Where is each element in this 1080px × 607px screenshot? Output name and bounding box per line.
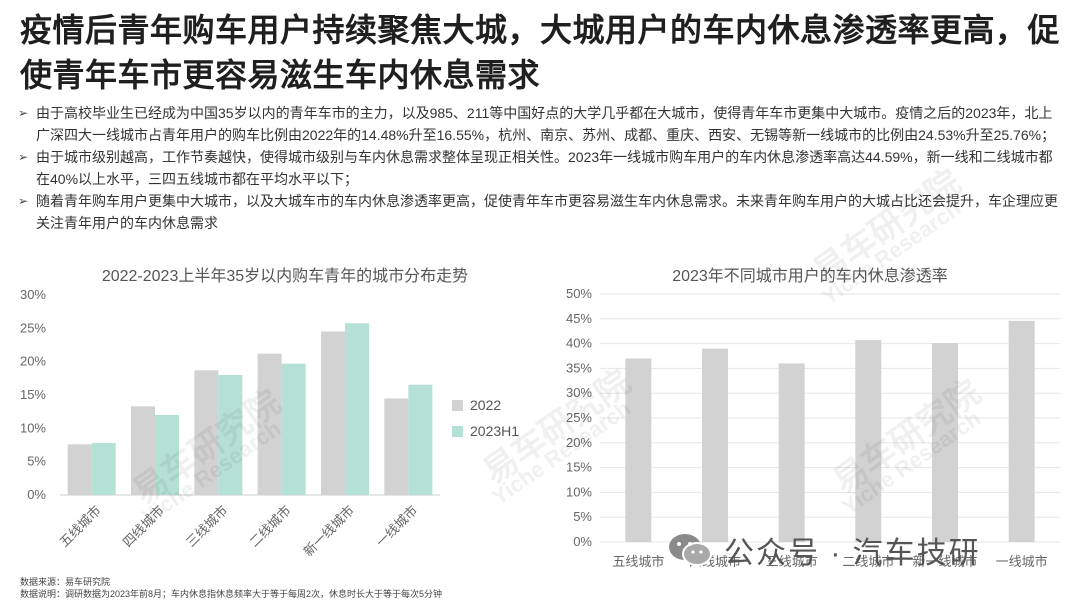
bar-2023h1 (218, 375, 243, 495)
y-tick-label: 15% (20, 387, 46, 402)
wechat-account-badge: 公众号 · 汽车技研 (668, 528, 981, 572)
bar-penetration (855, 340, 882, 542)
y-tick-label: 0% (573, 534, 592, 549)
y-tick-label: 30% (566, 385, 592, 400)
legend-swatch (452, 426, 463, 437)
legend-label: 2022 (470, 397, 501, 413)
y-tick-label: 25% (20, 320, 46, 335)
bullet-text: 由于高校毕业生已经成为中国35岁以内的青年车市的主力，以及985、211等中国好… (36, 105, 1056, 143)
wechat-icon (668, 532, 712, 568)
wechat-account-name: 公众号 · 汽车技研 (724, 537, 981, 570)
bar-penetration (702, 348, 728, 542)
bar-2023h1 (91, 443, 116, 495)
data-source: 数据来源：易车研究院 (20, 577, 111, 587)
arrow-bullet-icon: ➢ (18, 150, 29, 164)
y-tick-label: 5% (573, 509, 592, 524)
bullet-item: ➢ 由于城市级别越高，工作节奏越快，使得城市级别与车内休息需求整体呈现正相关性。… (18, 146, 1063, 190)
bar-penetration (625, 358, 652, 542)
x-tick-label: 一线城市 (373, 503, 420, 550)
y-tick-label: 50% (566, 286, 592, 301)
x-tick-label: 一线城市 (996, 554, 1048, 569)
y-tick-label: 20% (20, 354, 46, 369)
page-title: 疫情后青年购车用户持续聚焦大城，大城用户的车内休息渗透率更高，促使青年车市更容易… (20, 12, 1061, 93)
x-tick-label: 五线城市 (56, 503, 103, 550)
bar-penetration (1008, 320, 1035, 542)
y-tick-label: 45% (566, 311, 592, 326)
bullet-text: 由于城市级别越高，工作节奏越快，使得城市级别与车内休息需求整体呈现正相关性。20… (36, 149, 1053, 187)
y-tick-label: 5% (27, 454, 46, 469)
y-tick-label: 15% (566, 460, 592, 475)
y-tick-label: 25% (566, 410, 592, 425)
x-tick-label: 新一线城市 (301, 503, 358, 560)
bullet-text: 随着青年购车用户更集中大城市，以及大城车市的车内休息渗透率更高，促使青年车市更容… (36, 193, 1058, 231)
bullet-item: ➢ 由于高校毕业生已经成为中国35岁以内的青年车市的主力，以及985、211等中… (18, 102, 1063, 146)
left-chart-title: 2022-2023上半年35岁以内购车青年的城市分布走势 (101, 268, 469, 285)
right-chart-title: 2023年不同城市用户的车内休息渗透率 (672, 268, 948, 285)
y-tick-label: 10% (20, 420, 46, 435)
bar-2022 (67, 444, 92, 495)
y-tick-label: 20% (566, 435, 592, 450)
x-tick-label: 三线城市 (766, 554, 818, 569)
x-tick-label: 五线城市 (612, 554, 664, 569)
bar-2023h1 (281, 363, 306, 495)
bar-penetration (932, 343, 958, 542)
y-tick-label: 10% (566, 484, 592, 499)
bar-2022 (194, 370, 219, 495)
footer-notes: 数据来源：易车研究院 数据说明：调研数据为2023年前8月；车内休息指休息频率大… (20, 576, 442, 600)
bar-2022 (384, 398, 409, 495)
bullet-item: ➢ 随着青年购车用户更集中大城市，以及大城车市的车内休息渗透率更高，促使青年车市… (18, 190, 1063, 234)
y-tick-label: 35% (566, 360, 592, 375)
x-tick-label: 二线城市 (246, 503, 293, 550)
legend-swatch (452, 400, 463, 411)
x-tick-label: 新一线城市 (912, 554, 977, 569)
y-tick-label: 30% (20, 287, 46, 302)
bar-2023h1 (155, 415, 179, 495)
bar-2022 (257, 353, 282, 495)
data-note: 数据说明：调研数据为2023年前8月；车内休息指休息频率大于等于每周2次，休息时… (20, 589, 443, 599)
bar-2022 (321, 331, 345, 495)
x-tick-label: 二线城市 (842, 554, 894, 569)
y-tick-label: 40% (566, 336, 592, 351)
bullet-list: ➢ 由于高校毕业生已经成为中国35岁以内的青年车市的主力，以及985、211等中… (18, 102, 1063, 234)
bar-2022 (131, 406, 155, 495)
bar-2023h1 (408, 384, 433, 495)
bar-penetration (778, 363, 805, 542)
y-tick-label: 0% (27, 487, 46, 502)
arrow-bullet-icon: ➢ (18, 106, 29, 120)
arrow-bullet-icon: ➢ (18, 194, 29, 208)
x-tick-label: 三线城市 (183, 503, 230, 550)
legend-label: 2023H1 (470, 423, 519, 439)
bar-2023h1 (345, 323, 369, 495)
